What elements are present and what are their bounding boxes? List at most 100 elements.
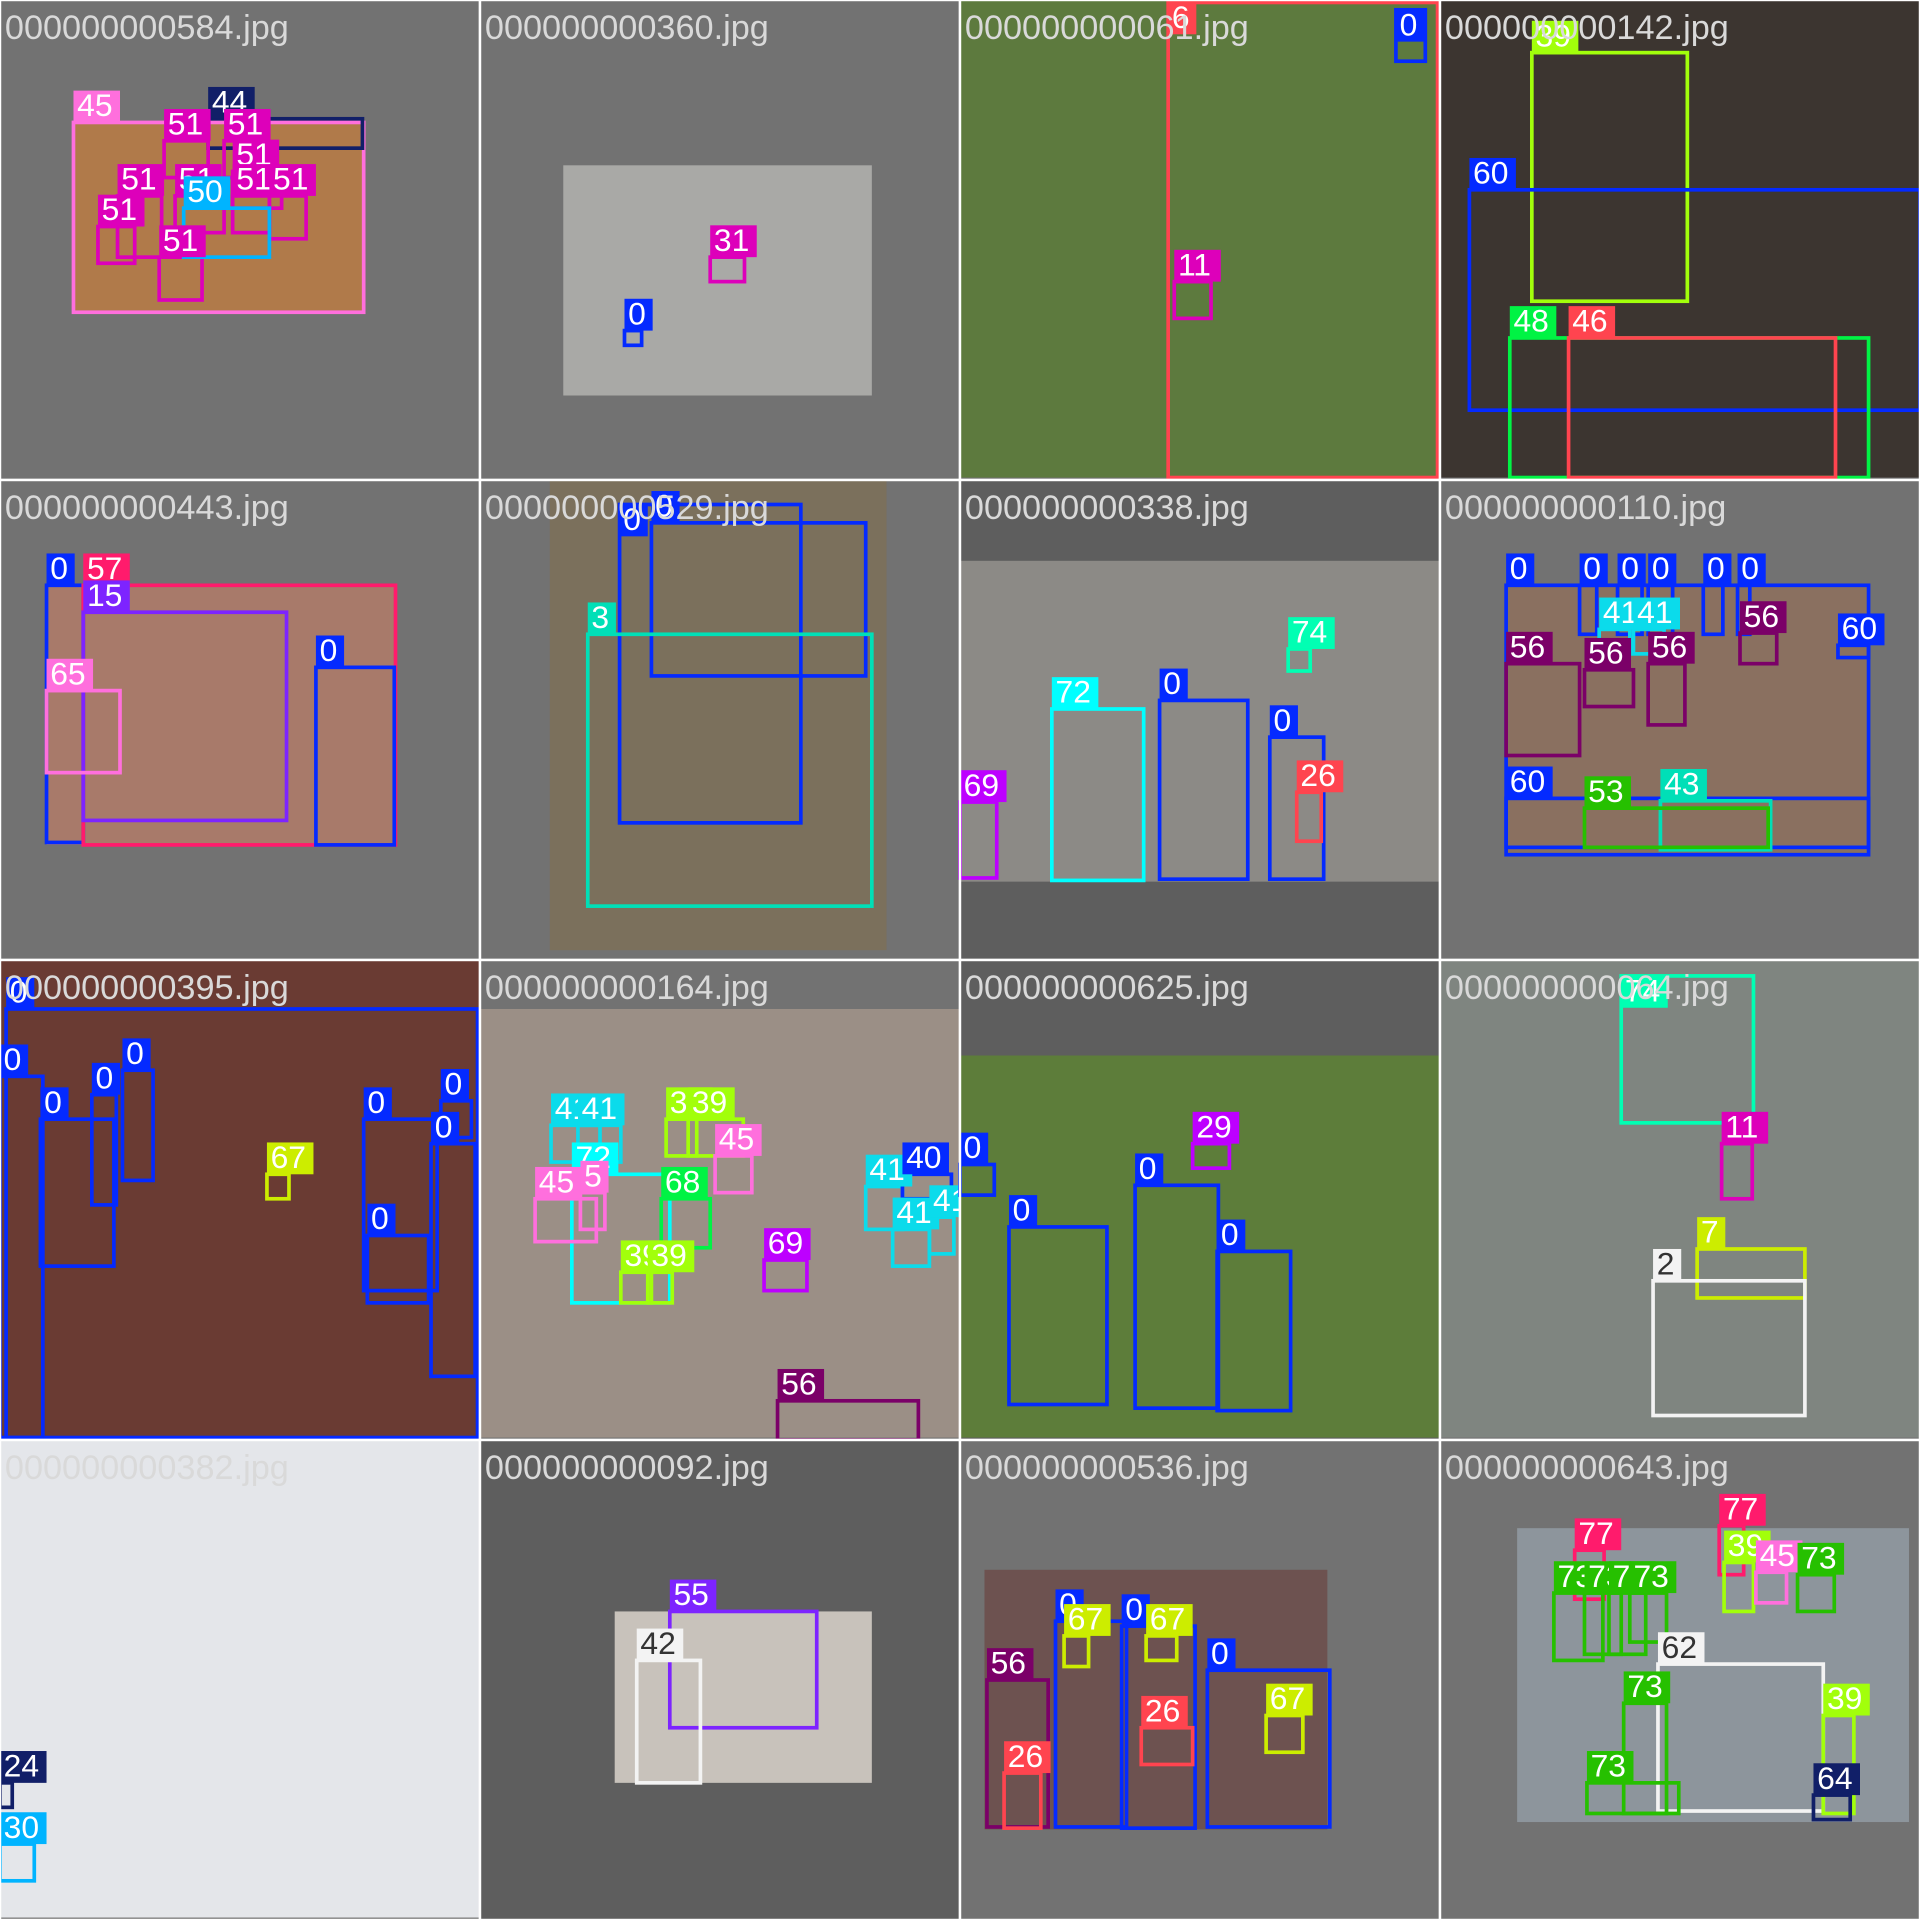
photo xyxy=(1440,0,1920,478)
class-label: 0 xyxy=(4,1041,22,1077)
class-label: 3 xyxy=(591,599,609,635)
class-label: 69 xyxy=(768,1225,803,1261)
class-label: 0 xyxy=(371,1200,389,1236)
photo xyxy=(480,1008,960,1438)
label-background xyxy=(902,1142,949,1175)
label-background xyxy=(6,977,35,1009)
class-label: 39 xyxy=(1536,17,1571,53)
class-label: 41 xyxy=(1603,594,1638,630)
filename: 000000000110.jpg xyxy=(1445,489,1726,527)
class-label: 60 xyxy=(1842,610,1877,646)
class-label: 26 xyxy=(1145,1692,1180,1728)
label-background xyxy=(1064,1604,1111,1636)
class-label: 0 xyxy=(44,1084,62,1120)
label-background xyxy=(1653,1248,1682,1281)
class-label: 67 xyxy=(271,1139,306,1175)
label-background xyxy=(1159,668,1188,701)
label-background xyxy=(1621,975,1668,1008)
class-label: 68 xyxy=(665,1163,700,1199)
label-background xyxy=(1623,1671,1671,1704)
bounding-box xyxy=(1467,187,1920,413)
label-background xyxy=(688,1087,735,1120)
class-label: 77 xyxy=(1723,1490,1758,1526)
class-label: 0 xyxy=(444,1066,462,1102)
class-label: 11 xyxy=(1178,246,1211,282)
class-label: 67 xyxy=(1270,1680,1305,1716)
class-label: 51 xyxy=(168,106,203,142)
label-background xyxy=(73,90,120,123)
label-background xyxy=(1721,1111,1769,1144)
bounding-box xyxy=(1577,583,1599,637)
class-label: 43 xyxy=(1664,766,1699,802)
class-label: 11 xyxy=(1725,1108,1758,1144)
label-background xyxy=(1004,1741,1051,1774)
label-background xyxy=(159,225,206,258)
class-label: 77 xyxy=(1578,1515,1613,1551)
image-tile: 24 30 000000000382.jpg xyxy=(0,1438,482,1920)
class-label: 56 xyxy=(1652,628,1687,664)
class-label: 41 xyxy=(869,1151,904,1187)
label-background xyxy=(580,1160,609,1193)
class-label: 39 xyxy=(692,1084,727,1120)
label-background xyxy=(1737,553,1766,586)
label-background xyxy=(1837,613,1885,646)
label-background xyxy=(651,491,680,523)
label-background xyxy=(440,1068,469,1101)
label-background xyxy=(1579,553,1608,586)
class-label: 0 xyxy=(96,1059,114,1095)
bounding-box xyxy=(38,1117,116,1268)
filename: 000000000360.jpg xyxy=(485,9,769,47)
class-label: 29 xyxy=(1196,1108,1231,1144)
class-label: 7 xyxy=(1701,1214,1719,1250)
class-label: 53 xyxy=(1588,773,1623,809)
class-label: 73 xyxy=(1627,1668,1662,1704)
label-background xyxy=(1586,1751,1634,1783)
label-background xyxy=(122,1038,151,1071)
class-label: 0 xyxy=(1273,702,1291,738)
class-label: 0 xyxy=(50,550,68,586)
class-label: 42 xyxy=(640,1625,675,1661)
class-label: 0 xyxy=(320,632,338,668)
label-background xyxy=(1008,1195,1038,1227)
class-label: 56 xyxy=(1744,598,1779,634)
class-label: 73 xyxy=(1633,1558,1668,1594)
class-label: 46 xyxy=(1572,303,1607,339)
label-background xyxy=(1617,553,1646,586)
label-background xyxy=(960,770,1007,803)
label-background xyxy=(1506,553,1535,586)
class-label: 64 xyxy=(1817,1760,1852,1796)
bounding-box xyxy=(585,632,874,908)
label-background xyxy=(1648,631,1695,664)
class-label: 56 xyxy=(1510,628,1545,664)
class-label: 41 xyxy=(896,1194,931,1230)
class-label: 45 xyxy=(1760,1537,1795,1573)
label-background xyxy=(0,1812,47,1845)
image-tile: 39 60 48 46 000000000142.jpg xyxy=(1438,0,1920,482)
bounding-box xyxy=(365,1233,431,1305)
label-background xyxy=(83,580,130,613)
label-background xyxy=(624,298,653,331)
class-label: 60 xyxy=(1510,763,1545,799)
label-background xyxy=(636,1628,684,1661)
class-label: 45 xyxy=(77,87,112,123)
filename: 000000000584.jpg xyxy=(5,9,289,47)
class-label: 0 xyxy=(655,488,673,524)
label-background xyxy=(1174,249,1221,282)
class-label: 0 xyxy=(628,295,646,331)
label-background xyxy=(363,1087,392,1120)
class-label: 69 xyxy=(964,767,999,803)
label-background xyxy=(1192,1111,1240,1144)
class-label: 50 xyxy=(187,173,222,209)
class-label: 0 xyxy=(964,1129,982,1165)
label-background xyxy=(535,1166,582,1199)
image-tile: 0 0 3 000000000529.jpg xyxy=(478,478,962,962)
class-label: 24 xyxy=(4,1748,39,1784)
class-label: 40 xyxy=(906,1139,941,1175)
bounding-box xyxy=(1166,0,1440,480)
label-background xyxy=(647,1240,695,1273)
label-background xyxy=(1121,1594,1150,1627)
